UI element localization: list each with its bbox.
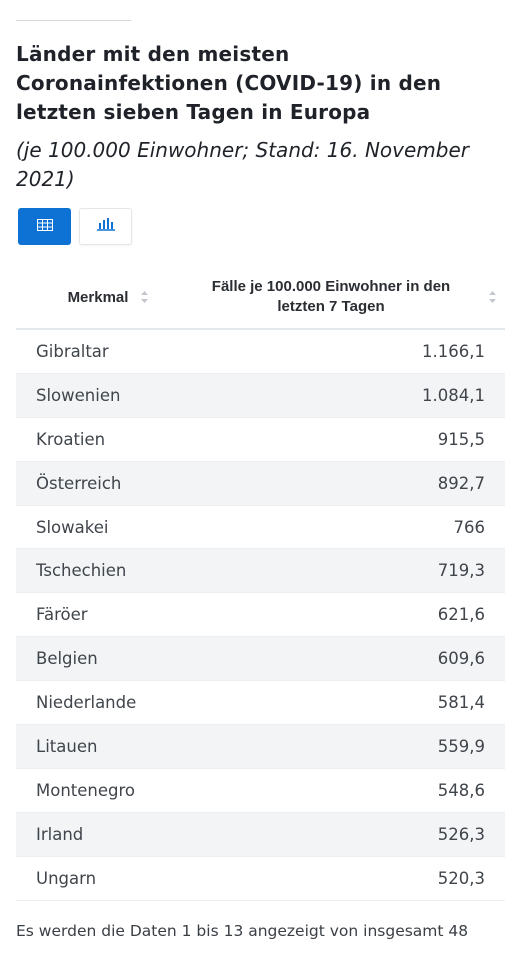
cell-value: 766 bbox=[453, 517, 486, 537]
table-row: Irland 526,3 bbox=[16, 812, 505, 857]
cell-value: 892,7 bbox=[437, 473, 485, 493]
cell-country: Färöer bbox=[36, 605, 88, 625]
cell-value: 719,3 bbox=[437, 561, 485, 581]
table-row: Kroatien 915,5 bbox=[16, 418, 505, 462]
column-header-value[interactable]: Fälle je 100.000 Einwohner in den letzte… bbox=[181, 277, 505, 317]
table-row: Litauen 559,9 bbox=[16, 725, 505, 769]
cell-value: 915,5 bbox=[437, 429, 485, 449]
cell-country: Slowakei bbox=[36, 517, 109, 537]
cell-value: 621,6 bbox=[437, 605, 485, 625]
cell-value: 526,3 bbox=[437, 824, 485, 844]
sort-icon bbox=[140, 290, 149, 304]
table-row: Färöer 621,6 bbox=[16, 593, 505, 638]
cell-value: 548,6 bbox=[437, 780, 485, 800]
top-divider bbox=[16, 20, 131, 21]
table-icon bbox=[36, 218, 53, 236]
table-view-button[interactable] bbox=[18, 208, 71, 245]
cell-country: Gibraltar bbox=[36, 341, 109, 361]
cell-value: 1.166,1 bbox=[422, 341, 485, 361]
table-row: Niederlande 581,4 bbox=[16, 681, 505, 726]
table-row: Ungarn 520,3 bbox=[16, 857, 505, 901]
data-table: Merkmal Fälle je 100.000 Einwohner in de… bbox=[16, 266, 505, 901]
table-row: Gibraltar 1.166,1 bbox=[16, 330, 505, 374]
table-row: Montenegro 548,6 bbox=[16, 769, 505, 813]
sort-icon bbox=[488, 290, 497, 304]
pagination-info: Es werden die Daten 1 bis 13 angezeigt v… bbox=[16, 922, 469, 940]
table-row: Österreich 892,7 bbox=[16, 461, 505, 506]
table-row: Slowenien 1.084,1 bbox=[16, 373, 505, 418]
cell-country: Tschechien bbox=[36, 561, 127, 581]
table-row: Slowakei 766 bbox=[16, 506, 505, 550]
column-header-label: Merkmal bbox=[67, 288, 129, 306]
table-row: Belgien 609,6 bbox=[16, 637, 505, 682]
chart-view-button[interactable] bbox=[79, 208, 132, 245]
table-body: Gibraltar 1.166,1 Slowenien 1.084,1 Kroatien… bbox=[16, 330, 505, 901]
cell-country: Slowenien bbox=[36, 385, 121, 405]
cell-country: Österreich bbox=[36, 473, 122, 493]
page-title: Länder mit den meisten Coronainfektionen… bbox=[16, 42, 442, 124]
cell-country: Belgien bbox=[36, 649, 98, 669]
cell-value: 520,3 bbox=[437, 868, 485, 888]
cell-value: 559,9 bbox=[437, 736, 485, 756]
cell-country: Kroatien bbox=[36, 429, 106, 449]
cell-country: Irland bbox=[36, 824, 84, 844]
cell-country: Niederlande bbox=[36, 693, 137, 713]
cell-value: 609,6 bbox=[437, 649, 485, 669]
cell-country: Litauen bbox=[36, 736, 98, 756]
bar-chart-icon bbox=[96, 217, 115, 236]
table-header: Merkmal Fälle je 100.000 Einwohner in de… bbox=[16, 266, 505, 330]
cell-value: 581,4 bbox=[437, 693, 485, 713]
page-subtitle: (je 100.000 Einwohner; Stand: 16. Novemb… bbox=[16, 138, 469, 191]
column-header-merkmal[interactable]: Merkmal bbox=[16, 289, 181, 306]
cell-value: 1.084,1 bbox=[422, 385, 485, 405]
cell-country: Montenegro bbox=[36, 780, 136, 800]
column-header-label: Fälle je 100.000 Einwohner in den letzte… bbox=[211, 278, 451, 315]
cell-country: Ungarn bbox=[36, 868, 97, 888]
view-toggle bbox=[18, 208, 132, 245]
table-row: Tschechien 719,3 bbox=[16, 549, 505, 594]
